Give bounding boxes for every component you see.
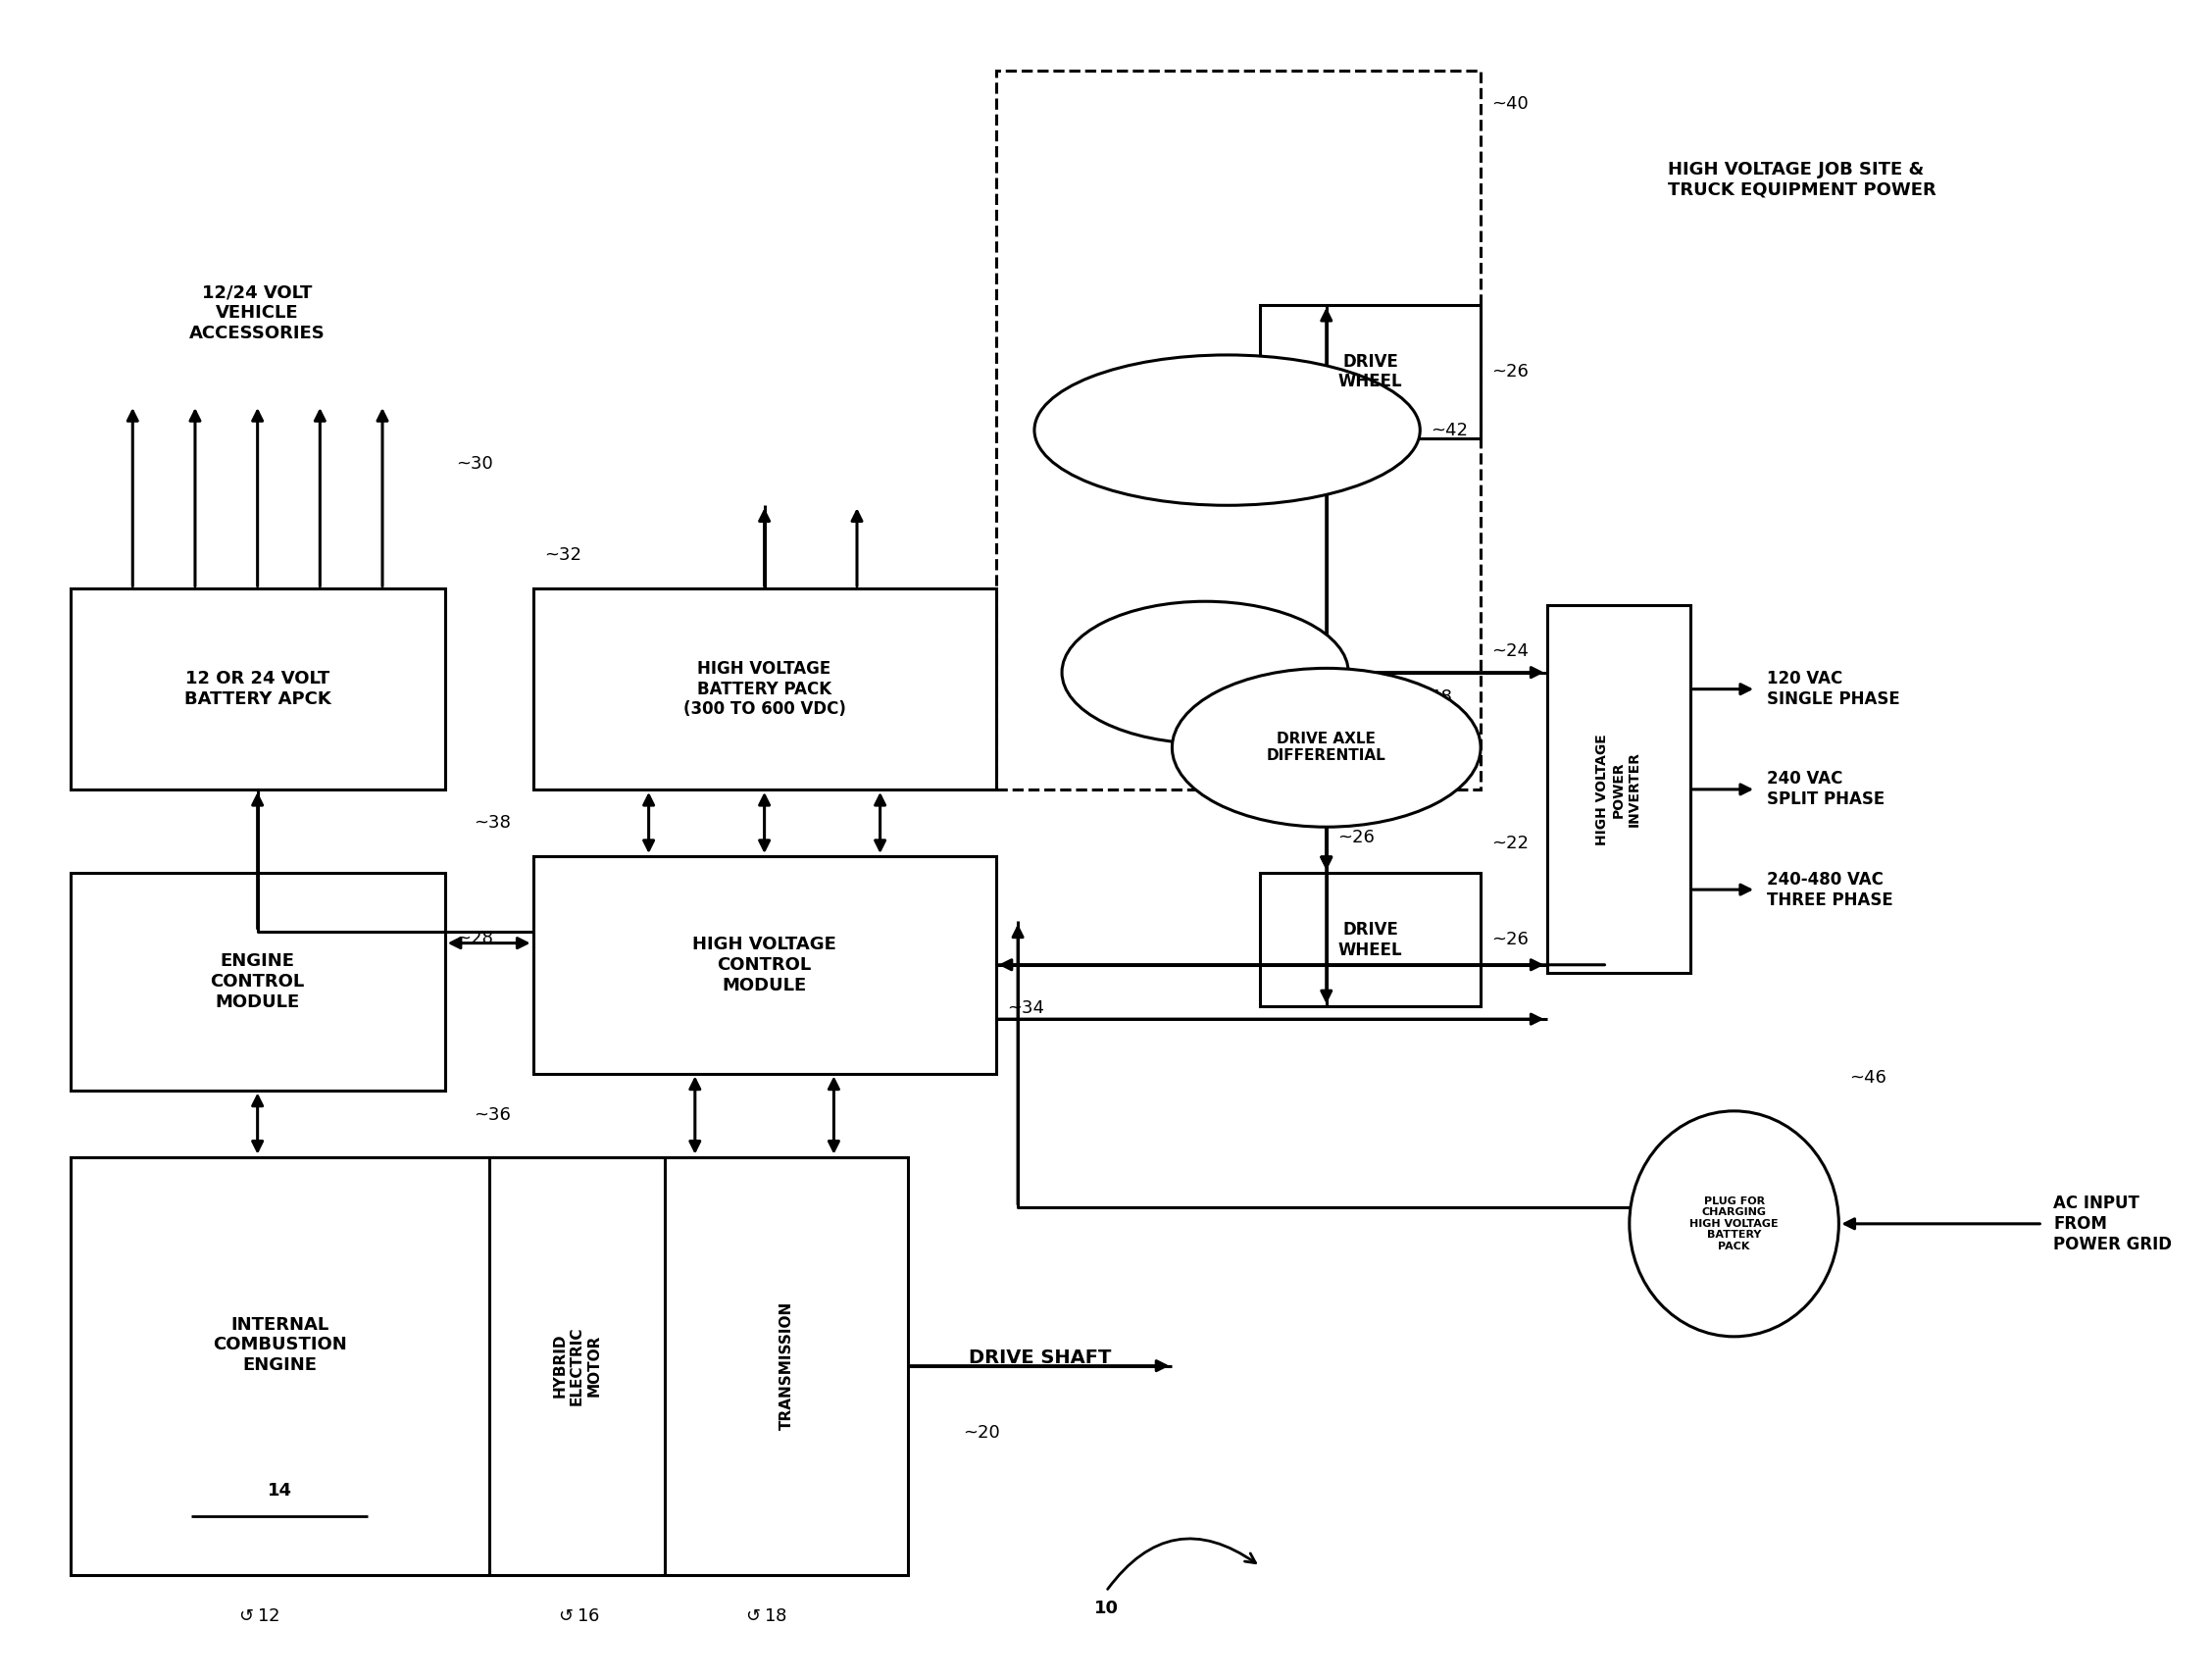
- Text: $\circlearrowleft$12: $\circlearrowleft$12: [234, 1607, 279, 1625]
- Text: ~24: ~24: [1491, 643, 1528, 660]
- Text: ~28: ~28: [456, 928, 493, 947]
- Text: ~32: ~32: [544, 547, 582, 564]
- Text: ~22: ~22: [1491, 834, 1528, 853]
- Text: $\circlearrowleft$18: $\circlearrowleft$18: [741, 1607, 787, 1625]
- Text: ~30: ~30: [456, 455, 493, 472]
- Text: ~38: ~38: [473, 814, 511, 831]
- Bar: [1546, 606, 1690, 974]
- Text: ~48: ~48: [1413, 688, 1451, 707]
- Text: DRIVE SHAFT: DRIVE SHAFT: [969, 1348, 1110, 1367]
- Text: HIGH VOLTAGE
CONTROL
MODULE: HIGH VOLTAGE CONTROL MODULE: [692, 935, 836, 994]
- Text: 240-480 VAC
THREE PHASE: 240-480 VAC THREE PHASE: [1767, 871, 1893, 908]
- Text: AC INPUT
FROM
POWER GRID: AC INPUT FROM POWER GRID: [2053, 1194, 2172, 1253]
- Text: 12 OR 24 VOLT
BATTERY APCK: 12 OR 24 VOLT BATTERY APCK: [184, 670, 332, 709]
- Text: ~26: ~26: [1491, 930, 1528, 949]
- Text: HIGH VOLTAGE
BATTERY PACK
(300 TO 600 VDC): HIGH VOLTAGE BATTERY PACK (300 TO 600 VD…: [684, 660, 845, 719]
- Text: PLUG FOR
CHARGING
HIGH VOLTAGE
BATTERY
PACK: PLUG FOR CHARGING HIGH VOLTAGE BATTERY P…: [1690, 1195, 1778, 1251]
- Text: ~20: ~20: [962, 1424, 1000, 1442]
- Text: ~36: ~36: [473, 1106, 511, 1123]
- Text: HIGH VOLTAGE
POWER
INVERTER: HIGH VOLTAGE POWER INVERTER: [1595, 734, 1641, 845]
- Text: ~34: ~34: [1006, 999, 1044, 1017]
- Bar: [71, 873, 445, 1090]
- Bar: [1261, 306, 1480, 438]
- Text: DRIVE
WHEEL: DRIVE WHEEL: [1338, 920, 1402, 959]
- Ellipse shape: [1062, 601, 1349, 744]
- Text: 12/24 VOLT
VEHICLE
ACCESSORIES: 12/24 VOLT VEHICLE ACCESSORIES: [190, 284, 325, 343]
- Text: ~46: ~46: [1849, 1070, 1887, 1086]
- Text: DRIVE AXLE
DIFFERENTIAL: DRIVE AXLE DIFFERENTIAL: [1267, 732, 1387, 764]
- Text: 10: 10: [1093, 1600, 1119, 1617]
- Ellipse shape: [1630, 1111, 1838, 1336]
- Ellipse shape: [1172, 668, 1480, 828]
- Text: DRIVE
WHEEL: DRIVE WHEEL: [1338, 353, 1402, 391]
- Bar: [533, 856, 995, 1073]
- Text: HYBRID
ELECTRIC
MOTOR: HYBRID ELECTRIC MOTOR: [553, 1326, 602, 1405]
- Text: 240 VAC
SPLIT PHASE: 240 VAC SPLIT PHASE: [1767, 771, 1885, 808]
- Text: HIGH VOLTAGE JOB SITE &
TRUCK EQUIPMENT POWER: HIGH VOLTAGE JOB SITE & TRUCK EQUIPMENT …: [1668, 161, 1936, 198]
- Text: ~26: ~26: [1491, 363, 1528, 381]
- Bar: [533, 589, 995, 789]
- Bar: [71, 589, 445, 789]
- Bar: [71, 1157, 907, 1575]
- Text: ~44: ~44: [1217, 680, 1254, 698]
- Ellipse shape: [1035, 354, 1420, 505]
- Bar: [1261, 873, 1480, 1007]
- Text: INTERNAL
COMBUSTION
ENGINE: INTERNAL COMBUSTION ENGINE: [212, 1316, 347, 1373]
- Text: ~26: ~26: [1338, 828, 1374, 846]
- Text: 14: 14: [268, 1483, 292, 1499]
- Text: 120 VAC
SINGLE PHASE: 120 VAC SINGLE PHASE: [1767, 670, 1900, 709]
- Text: ~40: ~40: [1491, 96, 1528, 112]
- Text: ENGINE
CONTROL
MODULE: ENGINE CONTROL MODULE: [210, 952, 305, 1011]
- Text: ~42: ~42: [1431, 421, 1469, 438]
- Text: $\circlearrowleft$16: $\circlearrowleft$16: [555, 1607, 599, 1625]
- Bar: [995, 71, 1480, 789]
- Text: TRANSMISSION: TRANSMISSION: [779, 1301, 794, 1431]
